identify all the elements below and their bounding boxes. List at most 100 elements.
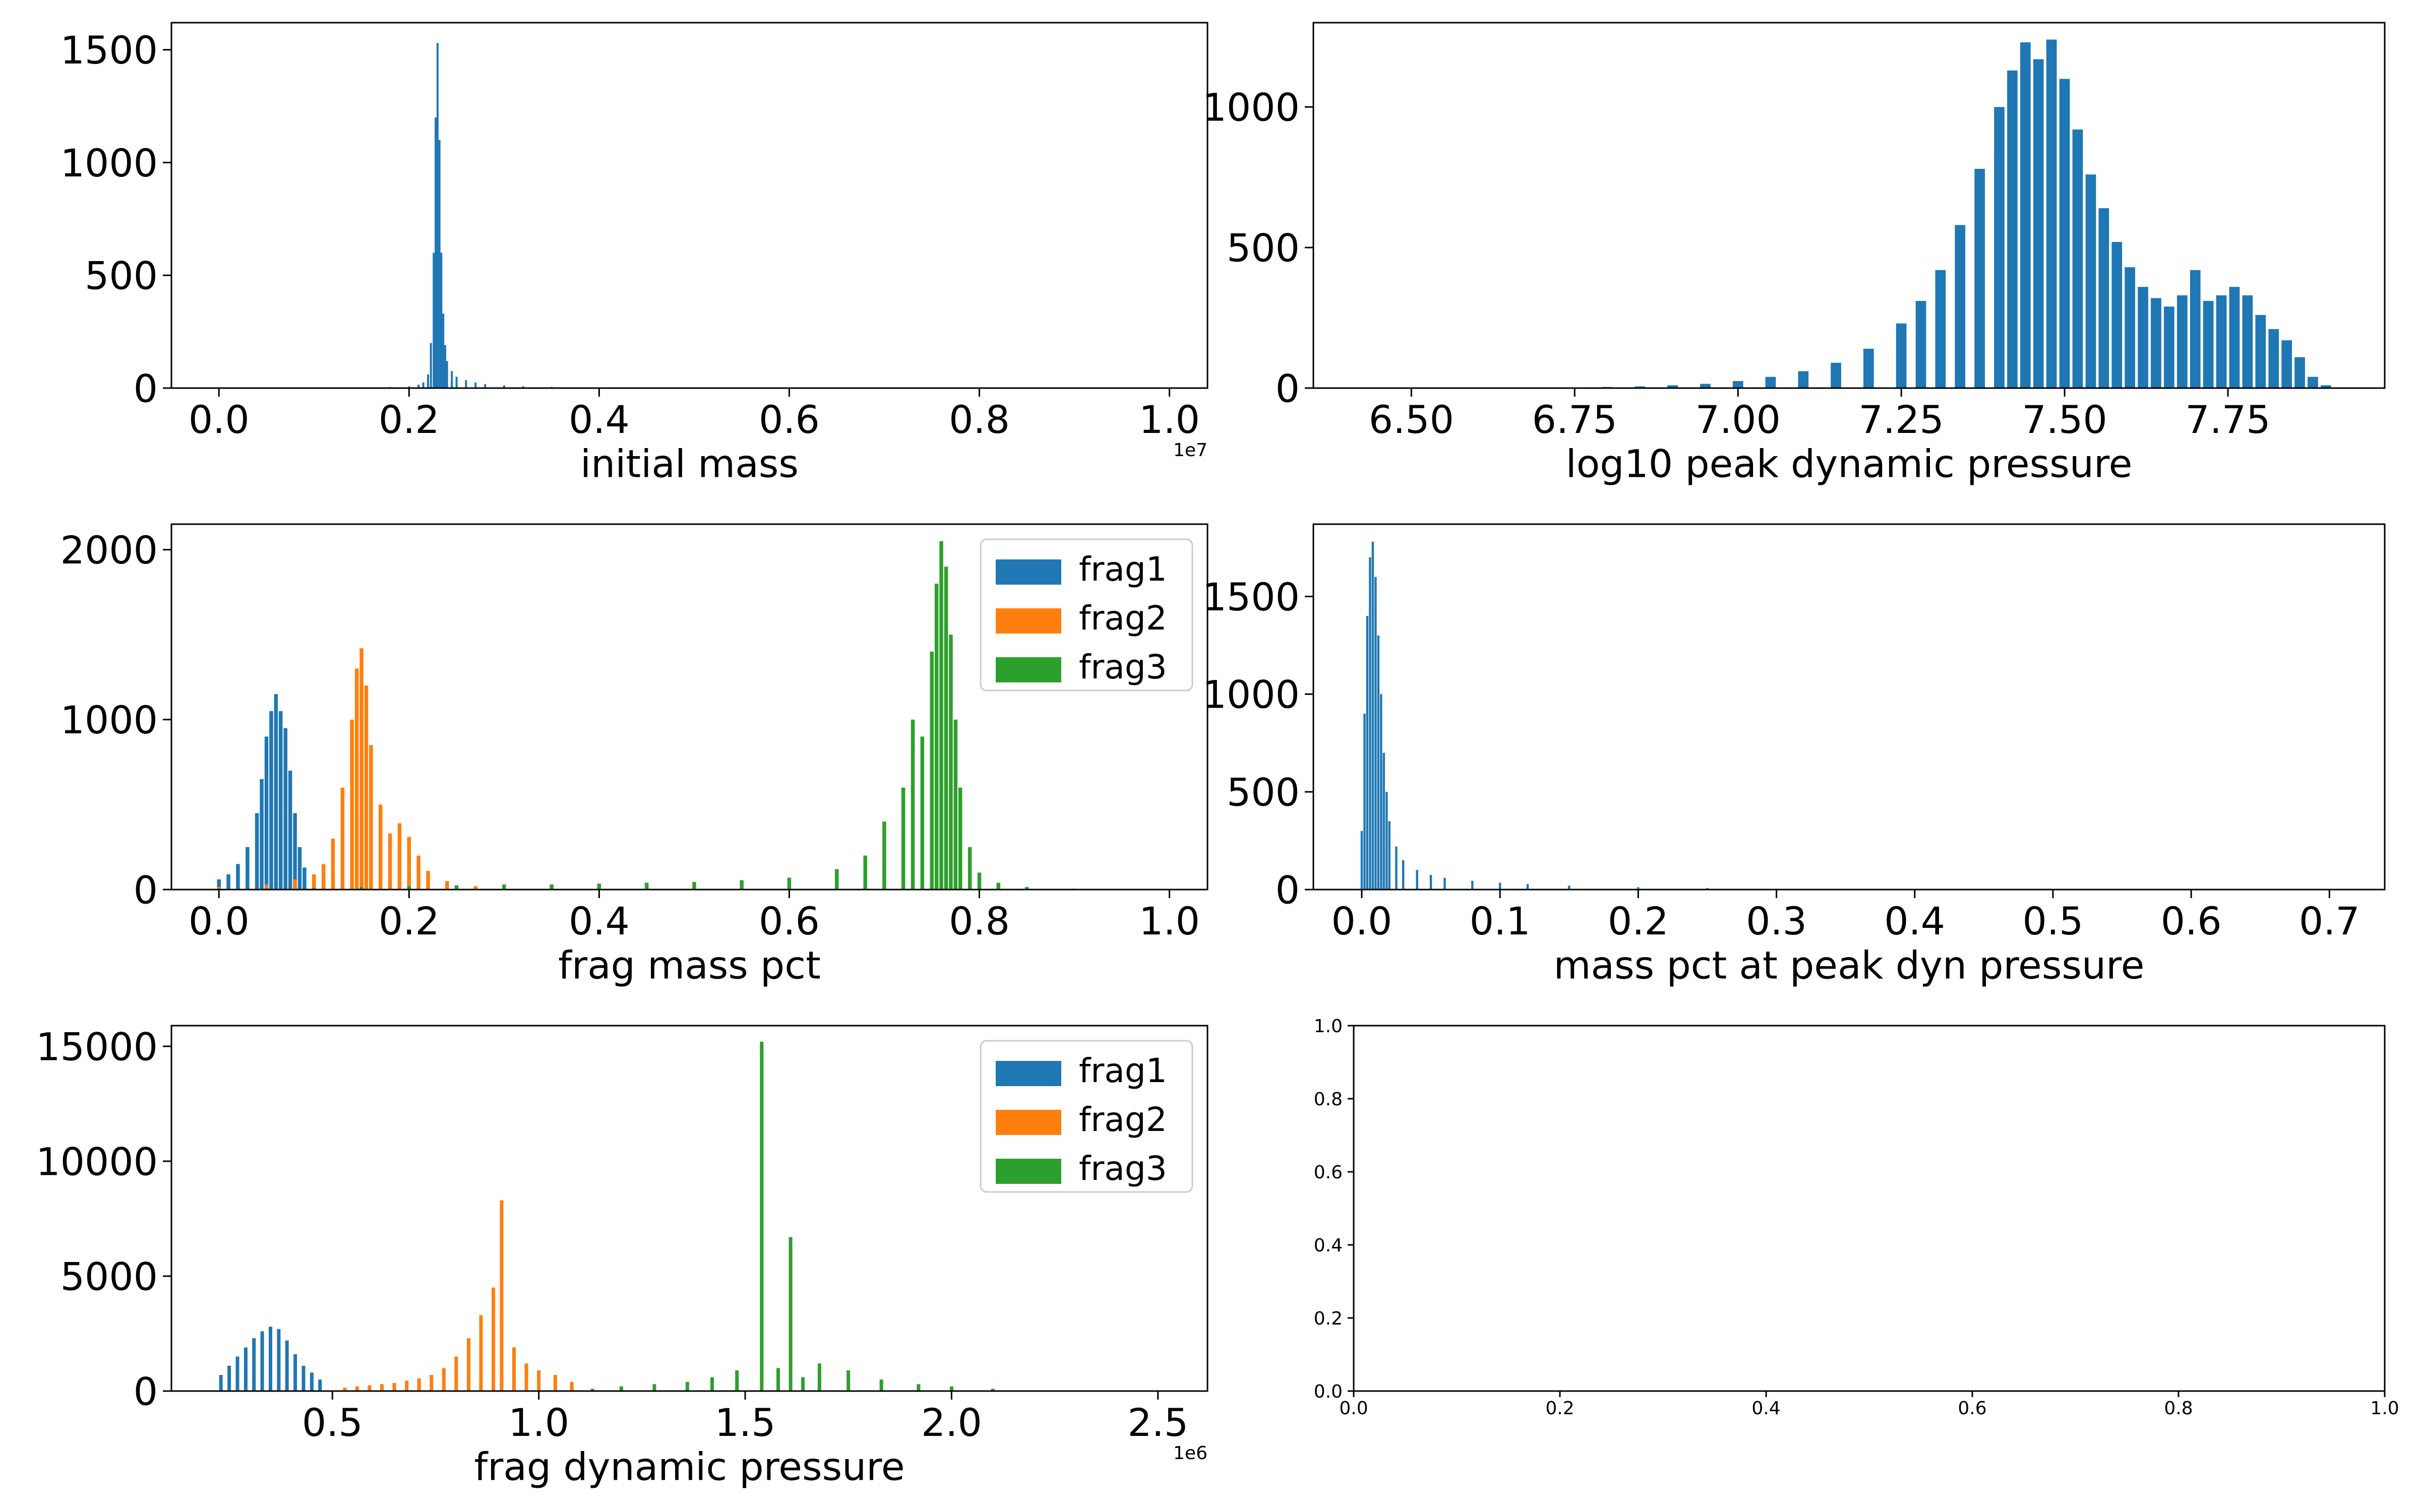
y-tick-label: 0: [134, 366, 158, 411]
y-tick-label: 0.0: [1314, 1381, 1343, 1402]
histogram-bar: [1994, 107, 2005, 389]
histogram-bar: [1955, 225, 1966, 388]
axes-frame: [1312, 523, 2386, 891]
histogram-bar: [442, 1368, 446, 1391]
histogram-bar: [445, 881, 449, 890]
histogram-bar: [354, 668, 359, 890]
histogram-bar: [301, 1365, 306, 1391]
histogram-bar: [260, 779, 264, 890]
histogram-bar: [1363, 714, 1366, 890]
histogram-bar: [331, 838, 335, 890]
histogram-bar: [405, 1380, 409, 1391]
histogram-bar: [1395, 846, 1398, 890]
histogram-bar: [312, 888, 316, 890]
histogram-bar: [1377, 636, 1380, 890]
y-tick-label: 15000: [36, 1024, 158, 1069]
histogram-bar: [1863, 348, 1874, 388]
histogram-bar: [1443, 877, 1446, 890]
histogram-bar: [2308, 376, 2318, 388]
x-tick-label: 0.6: [2161, 899, 2222, 943]
histogram-bar: [2164, 306, 2174, 388]
legend-swatch-frag3: [996, 657, 1061, 682]
x-tick-label: 1.5: [715, 1400, 776, 1445]
histogram-bar: [310, 1372, 314, 1391]
histogram-bar: [2216, 295, 2227, 388]
histogram-bar: [430, 1375, 434, 1391]
x-axis-label: frag mass pct: [558, 943, 821, 988]
histogram-bar: [944, 566, 948, 890]
histogram-bar: [1935, 270, 1946, 388]
y-tick-label: 0.8: [1314, 1089, 1343, 1110]
histogram-bar: [953, 719, 958, 890]
histogram-bar: [492, 1287, 496, 1391]
histogram-bar: [2229, 287, 2240, 388]
axes-frame: [170, 1025, 1208, 1392]
histogram-bar: [1471, 880, 1474, 890]
series-frag3: [217, 541, 1076, 890]
histogram-bar: [388, 833, 392, 890]
histogram-bar: [2281, 340, 2292, 388]
y-tick-label: 10000: [36, 1139, 158, 1184]
histogram-bar: [817, 1363, 821, 1391]
x-tick-label: 0.0: [189, 397, 250, 442]
x-tick-label: 1.0: [1139, 397, 1200, 442]
y-tick-label: 1.0: [1314, 1016, 1343, 1037]
histogram-bar: [1831, 362, 1841, 388]
histogram-bar: [1382, 752, 1385, 890]
legend-swatch-frag2: [996, 608, 1061, 634]
histogram-bar: [2033, 59, 2044, 388]
histogram-bar: [2151, 298, 2161, 388]
histogram-bar: [911, 719, 915, 890]
x-tick-label: 6.75: [1532, 397, 1617, 442]
histogram-bar: [1374, 577, 1377, 890]
histogram-bar: [2072, 129, 2083, 388]
histogram-bar: [379, 804, 383, 890]
y-tick-label: 1000: [1202, 85, 1300, 130]
histogram-bar: [550, 884, 554, 890]
histogram-bar: [570, 1381, 574, 1391]
histogram-bar: [882, 822, 886, 890]
histogram-bar: [1385, 792, 1388, 890]
histogram-bar: [920, 736, 925, 890]
histogram-bar: [1667, 385, 1678, 388]
histogram-bar: [407, 837, 411, 890]
histogram-bar: [1700, 384, 1711, 388]
x-tick-label: 0.1: [1470, 899, 1531, 943]
histogram-bar: [438, 140, 441, 388]
x-tick-label: 0.7: [2299, 899, 2360, 943]
histogram-bar: [244, 1347, 248, 1391]
x-tick-label: 2.0: [921, 1400, 982, 1445]
histogram-bar: [2046, 39, 2057, 388]
histogram-bar: [1025, 887, 1029, 890]
subplot-grid: 0.0 0.2 0.4 0.6 0.8 1.0 0 500 1000 1500 initial ma…: [36, 22, 2399, 1489]
x-tick-label: 0.8: [2164, 1398, 2193, 1419]
x-axis-label: initial mass: [580, 442, 799, 486]
histogram-bar: [1974, 169, 1985, 388]
series-frag2: [217, 648, 506, 890]
x-tick-label: 0.5: [302, 1400, 363, 1445]
x-tick-label: 0.2: [379, 397, 440, 442]
y-tick-label: 0.6: [1314, 1162, 1343, 1183]
x-tick-label: 0.4: [569, 397, 630, 442]
x-tick-label: 0.6: [1958, 1398, 1986, 1419]
histogram-bar: [364, 685, 369, 890]
histogram-bar: [1637, 887, 1640, 890]
y-tick-label: 0.4: [1314, 1235, 1343, 1256]
histogram-bar: [302, 867, 307, 890]
subplot-frag-dynamic-pressure: 0.5 1.0 1.5 2.0 2.5 0 5000 10000 15000 frag dynam…: [36, 1024, 1208, 1489]
histogram-bar: [246, 847, 250, 890]
histogram-bar: [283, 728, 287, 890]
subplot-frag-mass-pct: 0.0 0.2 0.4 0.6 0.8 1.0 0 1000 2000 frag mass pct…: [60, 523, 1208, 988]
histogram-bar: [2268, 329, 2279, 388]
histogram-bar: [2020, 42, 2031, 388]
histogram-bar: [397, 823, 402, 890]
histogram-bar: [590, 1389, 594, 1391]
histogram-bar: [318, 1379, 322, 1391]
histogram-bar: [977, 872, 982, 890]
histogram-bar: [502, 884, 506, 890]
histogram-bar: [2098, 208, 2109, 388]
histogram-bar: [435, 117, 437, 388]
histogram-bar: [524, 1363, 528, 1391]
legend-swatch-frag1: [996, 559, 1061, 585]
